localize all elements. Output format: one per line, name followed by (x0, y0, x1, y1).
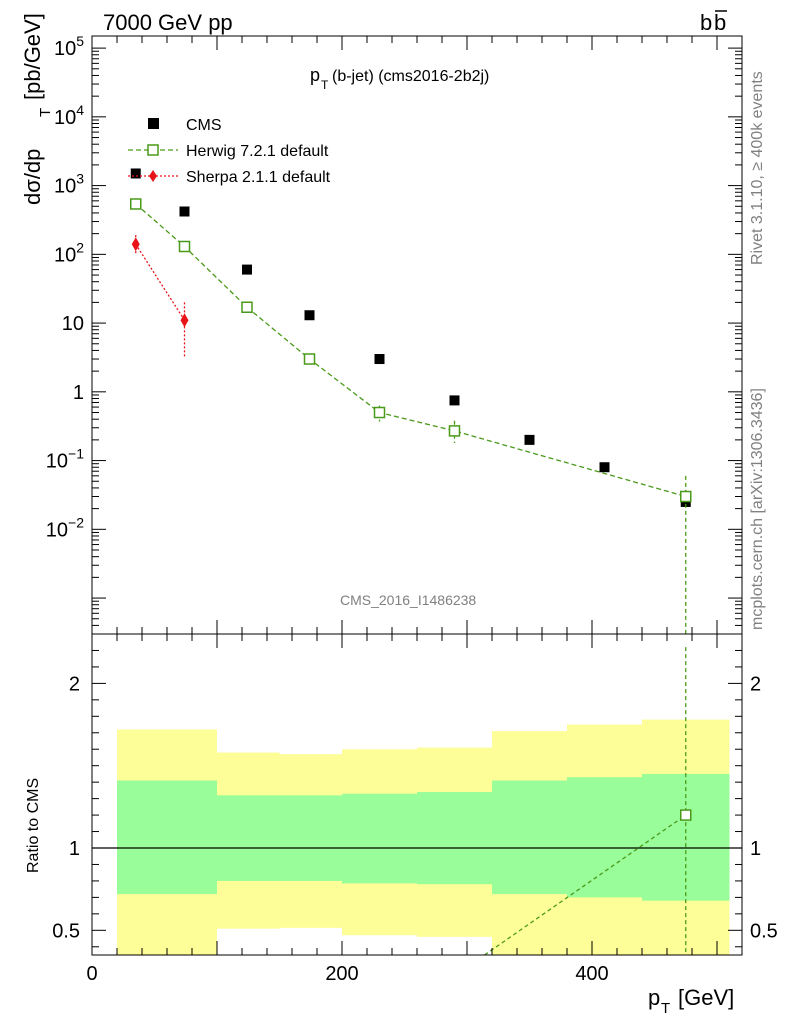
y-tick-label: 1 (73, 382, 84, 404)
ratio-tick-label-left: 0.5 (52, 920, 80, 942)
x-axis-label: p T [GeV] (648, 985, 734, 1017)
cms-data-point (242, 264, 252, 275)
cms-data-point (524, 434, 535, 445)
process-bbar: b (714, 10, 726, 35)
sherpa-data-point (131, 237, 140, 252)
ratio-band-green (279, 795, 342, 881)
ratio-tick-label-left: 1 (69, 838, 80, 860)
x-tick-label: 200 (325, 963, 358, 985)
x-axis-ticks: 0 200 400 (86, 36, 718, 985)
y-tick-label: 103 (54, 171, 84, 198)
title-sub: T (321, 78, 329, 92)
ratio-band-green (117, 780, 217, 895)
herwig-data-point (373, 406, 386, 419)
y-tick-label: 104 (54, 102, 84, 129)
ratio-band-green (417, 792, 492, 885)
legend-marker-herwig (147, 144, 159, 156)
header-energy-label: 7000 GeV pp (103, 10, 233, 35)
y-tick-label: 10−2 (46, 514, 84, 541)
x-tick-label: 0 (86, 963, 97, 985)
ratio-band-green (492, 780, 567, 895)
title-p: p (310, 65, 320, 85)
sherpa-data-point (180, 313, 189, 328)
xlabel-unit: [GeV] (678, 985, 734, 1010)
legend-label: Herwig 7.2.1 default (186, 143, 329, 160)
header-process-label: b b (700, 10, 727, 35)
cms-data-point (449, 395, 460, 406)
ratio-y-label: Ratio to CMS (25, 778, 42, 873)
y-tick-label: 105 (54, 33, 84, 60)
rivet-label: Rivet 3.1.10, ≥ 400k events (749, 71, 766, 265)
ratio-tick-label-right: 1 (750, 838, 761, 860)
herwig-data-point (130, 198, 142, 210)
ylabel-main: dσ/dp (20, 149, 45, 205)
ratio-plot: 0.5 0.5 1 1 2 2 Ratio to CMS (25, 633, 778, 956)
legend-marker-cms (148, 118, 159, 129)
cms-data-point (374, 354, 385, 365)
cms-data-point (130, 168, 141, 179)
ratio-band-green (342, 793, 417, 884)
watermark-label: CMS_2016_I1486238 (340, 592, 476, 608)
herwig-data-point (241, 301, 253, 313)
ylabel-sub: T (37, 108, 54, 117)
ratio-herwig-line (484, 814, 687, 956)
ratio-band-green (567, 777, 642, 898)
main-y-label: dσ/dp T [pb/GeV] (20, 13, 54, 205)
y-tick-label: 10 (62, 313, 84, 335)
herwig-data-point (448, 425, 461, 437)
ratio-band-green (217, 795, 280, 881)
y-tick-label: 102 (54, 239, 84, 266)
legend-label: CMS (186, 117, 222, 134)
herwig-data-point (178, 240, 191, 253)
main-title: p T (b-jet) (cms2016-2b2j) (310, 65, 489, 92)
xlabel-p: p (648, 985, 660, 1010)
ratio-tick-label-right: 2 (750, 673, 761, 695)
cms-data-point (179, 206, 190, 217)
ratio-tick-label-left: 2 (69, 673, 80, 695)
xlabel-sub: T (661, 1000, 670, 1017)
cms-data-point (599, 462, 610, 473)
herwig-line (135, 203, 686, 498)
title-rest: (b-jet) (cms2016-2b2j) (332, 68, 489, 85)
y-tick-label: 10−1 (46, 446, 84, 473)
legend: CMS Herwig 7.2.1 default Sherpa 2.1.1 defa… (128, 117, 331, 186)
legend-label: Sherpa 2.1.1 default (186, 169, 331, 186)
cms-data-point (304, 310, 315, 321)
legend-marker-sherpa (149, 170, 157, 182)
ratio-herwig-point (680, 809, 692, 821)
x-tick-label: 400 (575, 963, 608, 985)
process-b: b (700, 10, 712, 35)
herwig-data-point (680, 490, 692, 503)
sherpa-line (135, 243, 186, 321)
ylabel-unit: [pb/GeV] (20, 13, 45, 100)
mcplots-label: mcplots.cern.ch [arXiv:1306.3436] (749, 388, 766, 630)
herwig-data-point (303, 353, 316, 365)
ratio-tick-label-right: 0.5 (750, 920, 778, 942)
